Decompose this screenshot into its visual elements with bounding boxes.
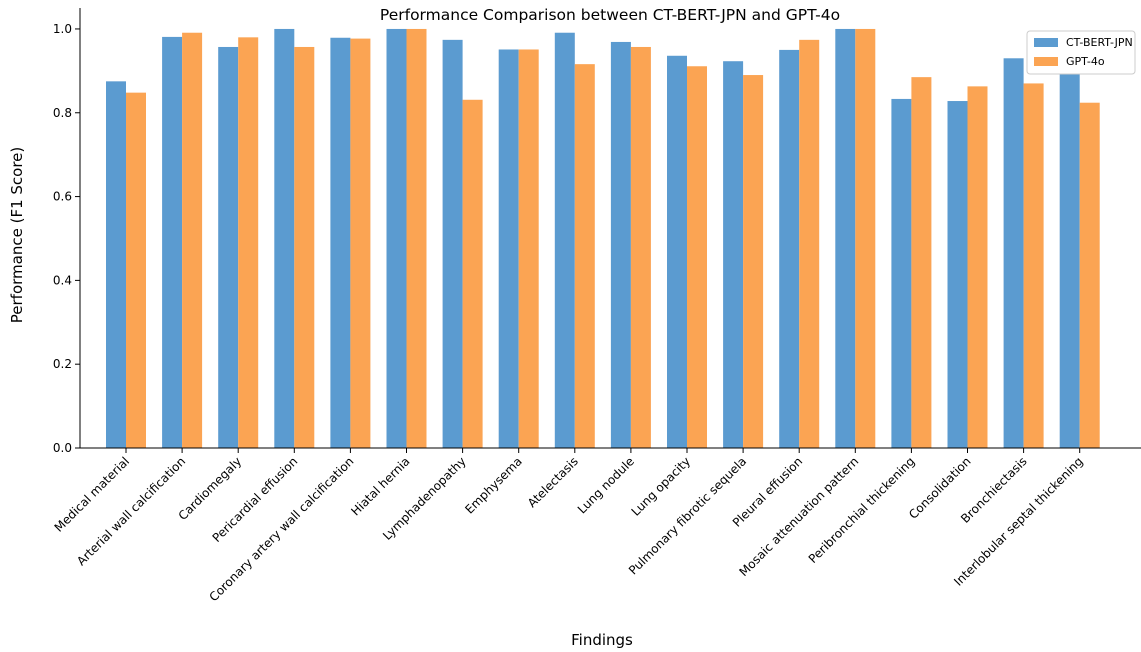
bar-gpt-4o-lung-nodule	[630, 46, 651, 448]
bar-gpt-4o-hiatal-hernia	[406, 28, 427, 448]
bar-gpt-4o-medical-material	[126, 92, 146, 449]
bar-gpt-4o-arterial-wall-calcification	[182, 32, 203, 448]
bar-ct-bert-jpn-medical-material	[106, 81, 126, 448]
bar-ct-bert-jpn-arterial-wall-calcification	[162, 36, 183, 449]
y-tick-label: 0.2	[53, 357, 72, 371]
bar-gpt-4o-interlobular-septal-thickening	[1079, 102, 1100, 448]
bar-gpt-4o-pulmonary-fibrotic-sequela	[743, 75, 764, 449]
x-tick-label-atelectasis: Atelectasis	[525, 454, 581, 510]
bar-ct-bert-jpn-pleural-effusion	[779, 49, 800, 449]
legend: CT-BERT-JPN GPT-4o	[1026, 30, 1136, 75]
bar-gpt-4o-cardiomegaly	[238, 37, 259, 448]
x-tick-label-pulmonary-fibrotic-sequela: Pulmonary fibrotic sequela	[626, 454, 749, 577]
bar-gpt-4o-pleural-effusion	[799, 39, 820, 448]
y-tick-label: 0.8	[53, 106, 72, 120]
bar-ct-bert-jpn-lung-nodule	[610, 41, 631, 448]
legend-label-gpt-4o: GPT-4o	[1066, 55, 1105, 68]
bar-gpt-4o-peribronchial-thickening	[911, 77, 932, 449]
bar-ct-bert-jpn-lung-opacity	[667, 55, 687, 449]
bar-gpt-4o-atelectasis	[574, 64, 595, 449]
axes	[79, 8, 1141, 449]
y-ticks: 0.0 0.2 0.4 0.6 0.8 1.0	[53, 22, 80, 455]
x-tick-label-mosaic-attenuation-pattern: Mosaic attenuation pattern	[737, 454, 862, 579]
legend-swatch-gpt-4o	[1034, 57, 1058, 66]
bar-ct-bert-jpn-coronary-artery-wall-calcification	[330, 37, 351, 448]
bar-ct-bert-jpn-pericardial-effusion	[274, 28, 295, 448]
bar-ct-bert-jpn-interlobular-septal-thickening	[1059, 57, 1080, 448]
bar-ct-bert-jpn-peribronchial-thickening	[891, 98, 912, 448]
bar-gpt-4o-consolidation	[967, 86, 988, 448]
bar-ct-bert-jpn-lymphadenopathy	[442, 39, 463, 448]
bar-gpt-4o-bronchiectasis	[1023, 83, 1044, 448]
legend-label-ct-bert-jpn: CT-BERT-JPN	[1066, 36, 1133, 49]
bar-ct-bert-jpn-atelectasis	[554, 32, 575, 448]
x-tick-label-arterial-wall-calcification: Arterial wall calcification	[74, 454, 188, 568]
bar-ct-bert-jpn-cardiomegaly	[218, 46, 239, 448]
legend-swatch-ct-bert-jpn	[1034, 38, 1058, 47]
y-tick-label: 0.6	[53, 190, 72, 204]
bar-gpt-4o-pericardial-effusion	[294, 46, 315, 448]
x-axis-label: Findings	[571, 631, 633, 649]
y-tick-label: 0.0	[53, 441, 72, 455]
bars-group	[106, 28, 1100, 449]
bar-gpt-4o-lymphadenopathy	[462, 99, 483, 449]
y-tick-label: 1.0	[53, 22, 72, 36]
bar-ct-bert-jpn-pulmonary-fibrotic-sequela	[723, 61, 744, 448]
bar-gpt-4o-lung-opacity	[687, 66, 707, 448]
bar-gpt-4o-coronary-artery-wall-calcification	[350, 38, 371, 448]
y-tick-label: 0.4	[53, 273, 72, 287]
x-tick-label-peribronchial-thickening: Peribronchial thickening	[806, 454, 918, 566]
bar-gpt-4o-emphysema	[518, 49, 539, 448]
bar-ct-bert-jpn-consolidation	[947, 101, 968, 449]
x-tick-label-lung-nodule: Lung nodule	[575, 454, 637, 516]
y-axis-label: Performance (F1 Score)	[8, 147, 26, 323]
bar-ct-bert-jpn-mosaic-attenuation-pattern	[835, 28, 856, 448]
bar-ct-bert-jpn-hiatal-hernia	[386, 28, 407, 448]
bar-ct-bert-jpn-bronchiectasis	[1003, 58, 1024, 449]
chart-title: Performance Comparison between CT-BERT-J…	[380, 6, 840, 24]
bar-ct-bert-jpn-emphysema	[498, 49, 519, 448]
bar-gpt-4o-mosaic-attenuation-pattern	[855, 28, 876, 448]
x-tick-label-emphysema: Emphysema	[462, 454, 524, 516]
